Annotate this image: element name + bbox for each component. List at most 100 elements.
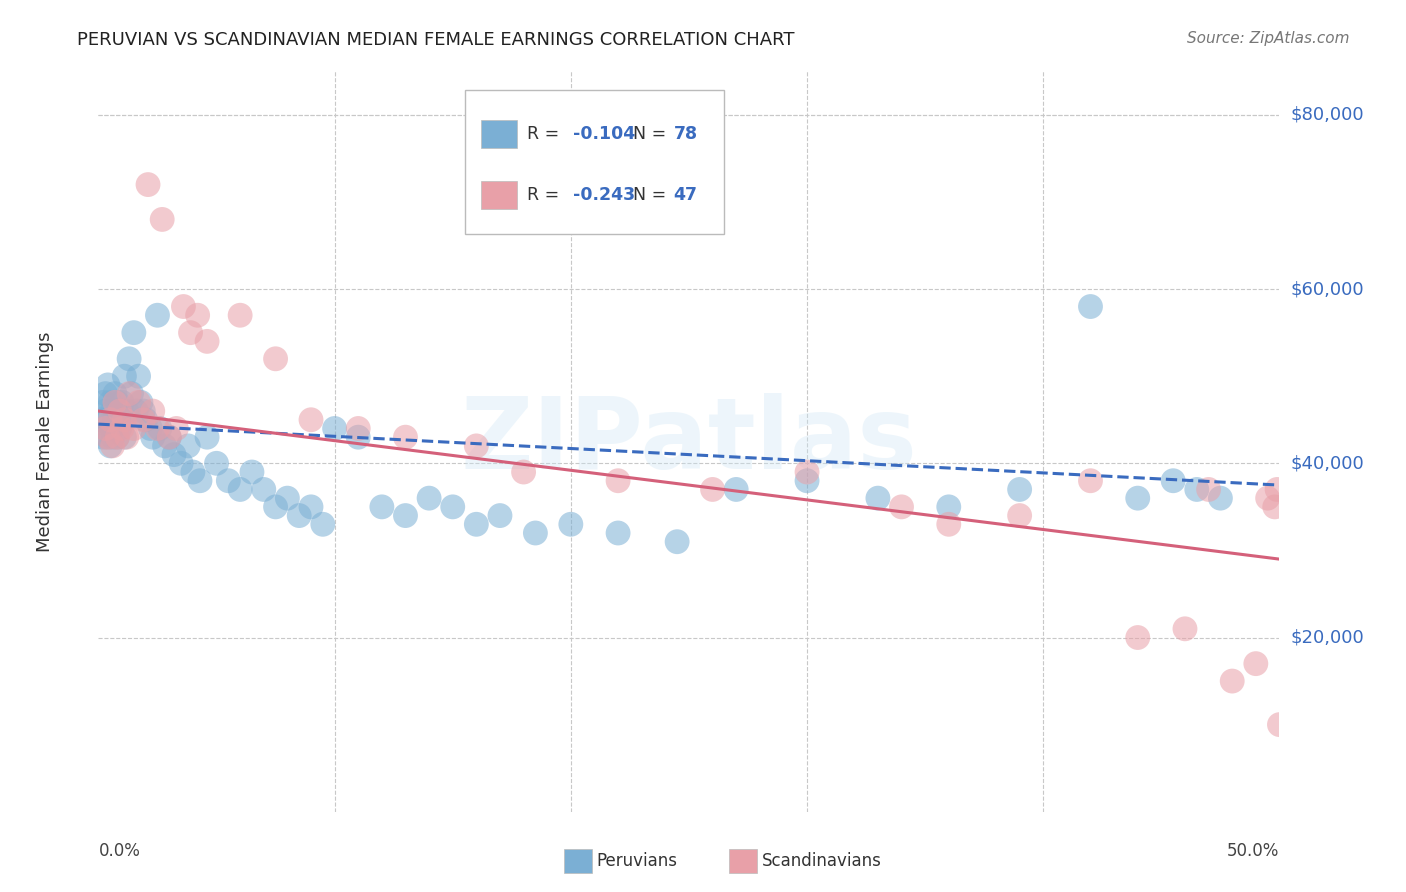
Point	[180, 326, 202, 340]
Point	[115, 404, 138, 418]
Point	[866, 491, 889, 505]
Point	[91, 395, 114, 409]
Point	[112, 430, 135, 444]
Point	[418, 491, 440, 505]
Point	[98, 421, 121, 435]
Point	[115, 430, 138, 444]
Text: 50.0%: 50.0%	[1227, 842, 1279, 860]
Text: Source: ZipAtlas.com: Source: ZipAtlas.com	[1187, 31, 1350, 46]
Text: $80,000: $80,000	[1291, 106, 1364, 124]
Point	[132, 404, 155, 418]
Text: Median Female Earnings: Median Female Earnings	[37, 331, 55, 552]
Point	[1209, 491, 1232, 505]
Point	[118, 386, 141, 401]
Point	[104, 413, 127, 427]
Text: -0.104: -0.104	[574, 125, 636, 144]
Point	[323, 421, 346, 435]
FancyBboxPatch shape	[564, 849, 592, 873]
Point	[111, 421, 134, 435]
Point	[108, 421, 131, 435]
Point	[465, 439, 488, 453]
Point	[524, 526, 547, 541]
Point	[97, 430, 120, 444]
Point	[101, 439, 124, 453]
Point	[104, 386, 127, 401]
Point	[264, 500, 287, 514]
Point	[1220, 674, 1243, 689]
Text: Scandinavians: Scandinavians	[762, 852, 882, 870]
Point	[157, 430, 180, 444]
Point	[136, 178, 159, 192]
Point	[163, 448, 186, 462]
Point	[560, 517, 582, 532]
Point	[1126, 491, 1149, 505]
Point	[139, 421, 162, 435]
Text: Peruvians: Peruvians	[596, 852, 678, 870]
Point	[111, 413, 134, 427]
Point	[217, 474, 239, 488]
Point	[121, 386, 143, 401]
Point	[229, 308, 252, 322]
Point	[165, 421, 187, 435]
Point	[702, 483, 724, 497]
Point	[181, 465, 204, 479]
Text: $40,000: $40,000	[1291, 454, 1364, 473]
Text: PERUVIAN VS SCANDINAVIAN MEDIAN FEMALE EARNINGS CORRELATION CHART: PERUVIAN VS SCANDINAVIAN MEDIAN FEMALE E…	[77, 31, 794, 49]
Point	[105, 395, 128, 409]
Point	[142, 404, 165, 418]
Point	[1198, 483, 1220, 497]
Point	[938, 500, 960, 514]
Point	[489, 508, 512, 523]
Point	[938, 517, 960, 532]
Point	[394, 508, 416, 523]
Point	[371, 500, 394, 514]
Point	[104, 395, 127, 409]
Point	[128, 395, 150, 409]
Point	[122, 326, 145, 340]
Point	[132, 413, 155, 427]
Text: N =: N =	[634, 186, 672, 204]
Text: 47: 47	[673, 186, 697, 204]
Point	[288, 508, 311, 523]
Point	[1008, 508, 1031, 523]
Point	[97, 430, 120, 444]
Point	[725, 483, 748, 497]
Point	[187, 308, 209, 322]
Point	[153, 439, 176, 453]
FancyBboxPatch shape	[481, 120, 516, 148]
Point	[94, 421, 117, 435]
Point	[112, 413, 135, 427]
Point	[205, 456, 228, 470]
Point	[240, 465, 263, 479]
Point	[796, 474, 818, 488]
Point	[177, 439, 200, 453]
Point	[105, 430, 128, 444]
Point	[1257, 491, 1279, 505]
Point	[101, 430, 124, 444]
Point	[94, 404, 117, 418]
Point	[607, 474, 630, 488]
Point	[112, 369, 135, 384]
Text: R =: R =	[527, 186, 565, 204]
Point	[105, 430, 128, 444]
Point	[108, 404, 131, 418]
Point	[101, 404, 124, 418]
Point	[172, 300, 194, 314]
Point	[1126, 631, 1149, 645]
FancyBboxPatch shape	[730, 849, 758, 873]
FancyBboxPatch shape	[481, 181, 516, 209]
Point	[135, 413, 157, 427]
Point	[1185, 483, 1208, 497]
Point	[157, 430, 180, 444]
Point	[149, 421, 172, 435]
Point	[1265, 483, 1288, 497]
Point	[94, 386, 117, 401]
Point	[299, 413, 322, 427]
Point	[253, 483, 276, 497]
Point	[264, 351, 287, 366]
Point	[1080, 300, 1102, 314]
Text: R =: R =	[527, 125, 565, 144]
Point	[125, 404, 148, 418]
Point	[299, 500, 322, 514]
Point	[1161, 474, 1184, 488]
